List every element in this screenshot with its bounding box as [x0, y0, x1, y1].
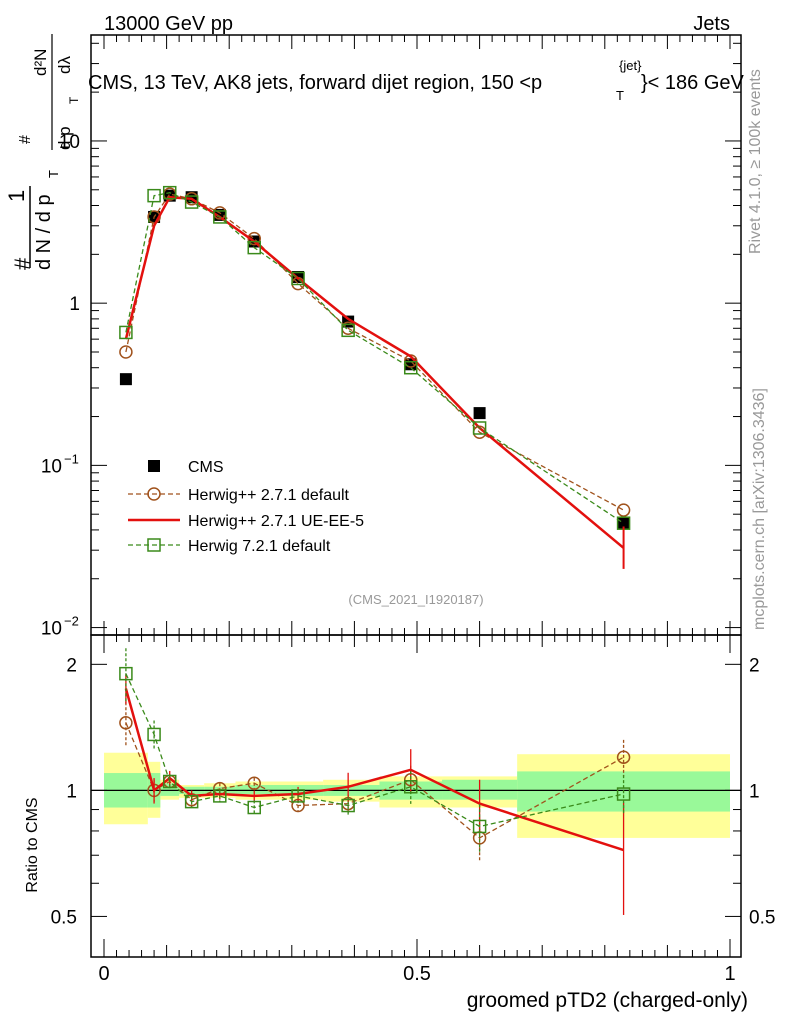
main-y-tick-exponent: −2 [64, 614, 79, 629]
y-label-dn-den: d N / d p [33, 194, 55, 270]
rivet-version-label: Rivet 4.1.0, ≥ 100k events [747, 69, 764, 254]
main-point-cms [119, 373, 132, 386]
legend-marker-cms [148, 460, 160, 472]
main-point-herwig_pp_default [119, 345, 133, 359]
mcplots-label: mcplots.cern.ch [arXiv:1306.3436] [751, 388, 768, 630]
plot-title: CMS, 13 TeV, AK8 jets, forward dijet reg… [88, 58, 745, 103]
main-y-axis-label: # 1 d N / d p T # d²N d p T dλ [4, 34, 81, 270]
y-label-t-sub-2: T [67, 96, 81, 104]
ratio-y-tick-label-right: 2 [749, 655, 760, 676]
legend-label-herwig72: Herwig 7.2.1 default [188, 538, 331, 555]
ratio-axis-ticks: 2 2 1 1 0.5 0.5 0 0.5 1 [51, 635, 775, 985]
ratio-y-tick-label-right: 1 [749, 781, 760, 802]
main-point-herwig72 [184, 195, 199, 209]
ratio-panel-frame [90, 634, 742, 958]
legend-label-herwig_pp_default: Herwig++ 2.7.1 default [188, 487, 350, 504]
x-tick-label: 0 [98, 963, 109, 985]
ratio-panel-series [119, 648, 631, 915]
main-point-herwig72 [247, 240, 261, 255]
main-y-tick-exponent: −1 [64, 451, 79, 466]
main-point-herwig_pp_default [616, 503, 631, 517]
main-point-herwig72 [119, 325, 133, 340]
ratio-point-herwig72 [184, 794, 199, 809]
main-point-herwig72 [403, 360, 418, 375]
main-point-herwig72 [213, 210, 227, 224]
ratio-y-label: Ratio to CMS [24, 797, 41, 892]
legend: CMS Herwig++ 2.7.1 default Herwig++ 2.7.1 … [128, 459, 364, 555]
main-panel-series [119, 185, 631, 569]
main-point-herwig72 [162, 185, 177, 200]
y-label-dpt: d p [55, 126, 74, 150]
main-y-tick-label: 10 [59, 132, 80, 153]
main-line-herwig_pp_default [125, 193, 624, 511]
x-tick-label: 1 [724, 963, 735, 985]
plot-title-jet-sup: {jet} [619, 58, 642, 73]
ratio-point-herwig72 [403, 780, 418, 794]
y-label-hash-top: # [10, 257, 35, 270]
main-line-herwig72 [125, 192, 624, 524]
x-axis-label: groomed pTD2 (charged-only) [467, 989, 748, 1012]
main-point-herwig72 [291, 271, 305, 286]
main-y-tick-label: 10 [41, 456, 62, 477]
ratio-point-herwig72 [162, 774, 177, 789]
ratio-point-herwig_pp_default [247, 776, 261, 790]
legend-marker-herwig72 [147, 538, 161, 552]
main-y-tick-label: 1 [69, 294, 80, 315]
category-label: Jets [693, 13, 730, 35]
ratio-point-herwig_pp_default [119, 716, 133, 730]
y-label-d2n: d²N [31, 49, 50, 76]
legend-marker-herwig_pp_default [147, 487, 161, 501]
y-label-hash-mid: # [17, 135, 34, 144]
main-point-cms [473, 407, 486, 420]
x-tick-label: 0.5 [403, 963, 431, 985]
y-label-dlambda: dλ [55, 56, 74, 74]
plot-title-text: CMS, 13 TeV, AK8 jets, forward dijet reg… [88, 72, 542, 94]
ratio-point-herwig72 [247, 800, 261, 815]
main-y-tick-label: 10 [41, 619, 62, 640]
ratio-point-herwig72 [119, 666, 133, 681]
ratio-point-herwig72 [341, 798, 355, 813]
energy-label: 13000 GeV pp [104, 13, 233, 35]
main-point-herwig72 [472, 421, 487, 435]
legend-label-herwig_pp_ueee5: Herwig++ 2.7.1 UE-EE-5 [188, 513, 364, 530]
ratio-y-tick-label: 2 [66, 655, 77, 676]
ratio-y-tick-label: 1 [66, 781, 77, 802]
plot-title-t-sub: T [616, 88, 624, 103]
y-label-one: 1 [4, 190, 29, 202]
ratio-point-herwig72 [472, 819, 487, 834]
legend-label-cms: CMS [188, 459, 224, 476]
ratio-point-herwig72 [616, 787, 631, 801]
ratio-y-tick-label-right: 0.5 [749, 907, 775, 928]
plot-title-tail: }< 186 GeV [641, 72, 745, 94]
ratio-y-tick-label: 0.5 [51, 907, 77, 928]
ratio-point-herwig72 [147, 727, 161, 742]
y-label-t-sub: T [46, 170, 61, 178]
analysis-watermark: (CMS_2021_I1920187) [348, 592, 483, 607]
main-point-herwig72 [341, 323, 355, 338]
ratio-point-herwig_pp_default [616, 750, 631, 764]
ratio-point-herwig72 [213, 789, 227, 803]
ratio-point-herwig72 [291, 789, 305, 803]
main-point-herwig72 [147, 188, 161, 203]
